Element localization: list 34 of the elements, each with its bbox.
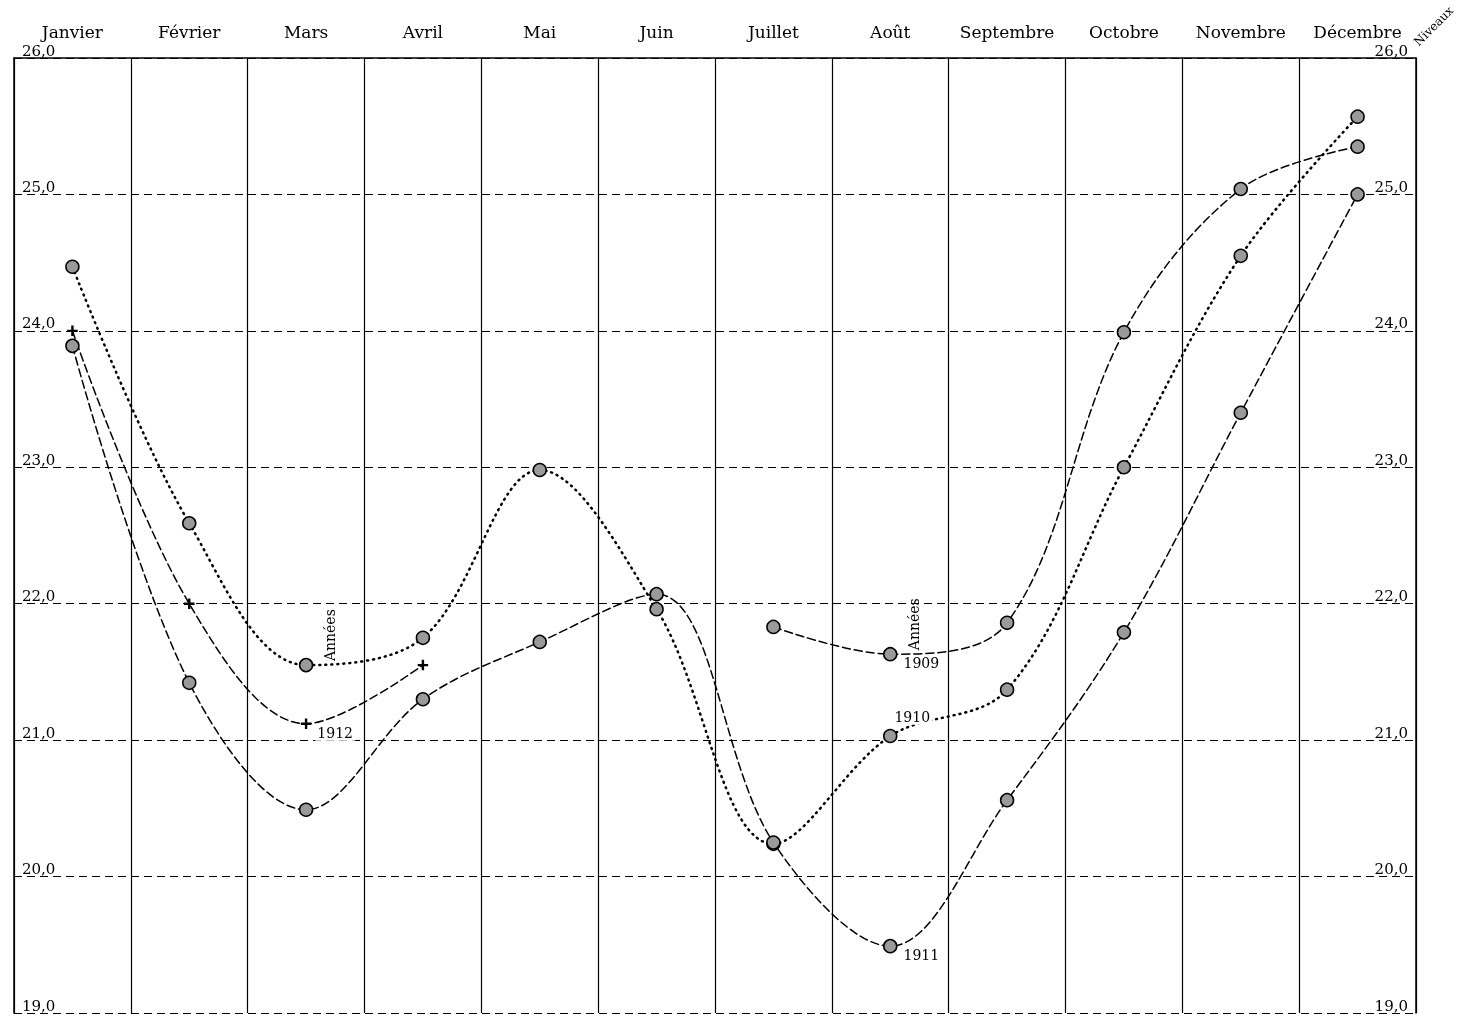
y-tick-label: 24,0 — [22, 314, 56, 333]
y-tick-label: 20,0 — [22, 860, 56, 879]
x-tick-label: Juillet — [745, 21, 800, 42]
x-tick-label: Septembre — [959, 21, 1055, 42]
y2-tick-label: 21,0 — [1374, 723, 1408, 742]
x-tick-label: Avril — [401, 21, 444, 42]
y2-tick-label: 23,0 — [1374, 450, 1408, 469]
x-tick-label: Mai — [523, 21, 557, 42]
y2-tick-label: 20,0 — [1374, 860, 1408, 879]
x-tick-label: Août — [869, 21, 911, 42]
y-tick-label: 23,0 — [22, 450, 56, 469]
series-label: 1911 — [903, 947, 940, 964]
y-tick-label: 26,0 — [22, 41, 56, 60]
y2-tick-label: 22,0 — [1374, 587, 1408, 606]
series-label: 1912 — [317, 724, 353, 741]
x-tick-label: Janvier — [39, 21, 104, 42]
x-tick-label: Juin — [637, 21, 674, 42]
y-tick-label: 22,0 — [22, 587, 56, 606]
annotation: Années — [322, 609, 339, 663]
x-tick-label: Novembre — [1195, 21, 1286, 42]
series-label: 1909 — [903, 655, 940, 672]
x-tick-label: Décembre — [1313, 21, 1402, 42]
y2-tick-label: 26,0 — [1374, 41, 1408, 60]
y2-tick-label: 24,0 — [1374, 314, 1408, 333]
x-tick-label: Février — [158, 21, 222, 42]
y-tick-label: 21,0 — [22, 723, 56, 742]
y-tick-label: 25,0 — [22, 177, 56, 196]
y-tick-label: 19,0 — [22, 996, 56, 1015]
series-label: 1910 — [894, 708, 931, 725]
x-tick-label: Octobre — [1089, 21, 1159, 42]
y2-tick-label: 25,0 — [1374, 177, 1408, 196]
annotation: Années — [906, 598, 923, 652]
y2-tick-label: 19,0 — [1374, 996, 1408, 1015]
x-tick-label: Mars — [283, 21, 329, 42]
